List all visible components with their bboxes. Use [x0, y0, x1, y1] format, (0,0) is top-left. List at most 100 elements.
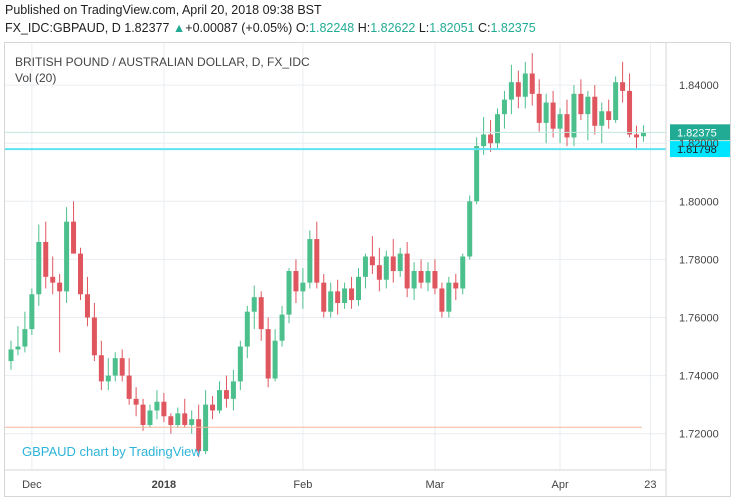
candle: [98, 340, 104, 391]
last-price: 1.82377: [124, 21, 170, 35]
close-value: 1.82375: [490, 21, 536, 35]
candle-body: [634, 134, 639, 138]
candle-body: [36, 241, 42, 295]
candle-body: [133, 398, 139, 405]
candle: [29, 288, 35, 335]
candle-body: [362, 256, 368, 277]
y-tick-label: 1.84000: [679, 80, 719, 92]
candle-body: [550, 102, 556, 129]
candle-body: [453, 282, 459, 289]
x-tick-label: Mar: [425, 479, 444, 491]
candle: [15, 326, 21, 356]
symbol-label: FX_IDC:GBPAUD, D: [5, 21, 121, 35]
candle-body: [606, 111, 612, 120]
candle: [189, 410, 195, 434]
candle: [383, 250, 389, 289]
candle: [418, 259, 424, 289]
chart-title: BRITISH POUND / AUSTRALIAN DOLLAR, D, FX…: [15, 55, 310, 69]
candle: [453, 273, 459, 301]
candle: [474, 137, 480, 205]
candle-body: [356, 276, 361, 301]
candle: [119, 349, 125, 382]
candle-body: [189, 419, 195, 425]
candle: [342, 282, 348, 309]
candle-body: [335, 291, 341, 303]
candle: [467, 195, 473, 260]
candle: [91, 302, 97, 362]
candle-body: [251, 297, 257, 312]
open-label: O:: [295, 21, 310, 35]
candle: [84, 276, 90, 327]
candle-body: [43, 241, 49, 277]
candle-body: [237, 346, 243, 382]
candle: [425, 262, 431, 292]
candle: [620, 61, 626, 103]
candle-body: [474, 146, 480, 202]
candle-body: [286, 271, 292, 315]
candle-body: [258, 297, 264, 330]
candle: [168, 413, 174, 434]
x-tick-label: Apr: [551, 479, 568, 491]
published-line: Published on TradingView.com, April 20, …: [5, 3, 322, 17]
candle-body: [425, 271, 431, 283]
watermark: GBPAUD chart by TradingView: [22, 444, 201, 459]
candle: [105, 358, 111, 391]
candle-body: [105, 375, 111, 382]
high-value: 1.82622: [370, 21, 416, 35]
candle-body: [84, 294, 90, 318]
candle: [50, 256, 56, 295]
candle: [349, 276, 355, 309]
low-label: L:: [418, 21, 430, 35]
candle-body: [418, 271, 424, 283]
candle: [508, 64, 514, 115]
candle-body: [439, 288, 445, 312]
candle: [369, 236, 375, 274]
candle-body: [501, 99, 507, 115]
candle: [550, 90, 556, 138]
candle: [265, 317, 271, 388]
y-tick-label: 1.74000: [679, 371, 719, 383]
candle: [356, 268, 361, 306]
candle-body: [571, 93, 577, 138]
candle-body: [203, 404, 209, 452]
candle: [522, 61, 528, 109]
candle: [543, 93, 549, 144]
x-tick-label: Feb: [293, 479, 312, 491]
candle-body: [29, 294, 35, 330]
candle: [140, 398, 146, 431]
candle: [154, 390, 160, 420]
candle: [307, 230, 313, 289]
candle-body: [22, 329, 28, 347]
overlays: 1.82375 1.81798: [5, 124, 730, 428]
candle-body: [57, 282, 63, 292]
candle: [460, 253, 466, 295]
candle-body: [481, 134, 487, 147]
candle-body: [78, 253, 83, 295]
candle: [230, 369, 236, 411]
candle: [71, 201, 77, 254]
candle: [244, 305, 250, 359]
candle-body: [349, 288, 355, 301]
candle: [495, 108, 500, 150]
candle-body: [522, 73, 528, 97]
candle: [578, 79, 584, 120]
candle-body: [592, 96, 598, 126]
candle-body: [71, 221, 77, 254]
candle-body: [307, 239, 313, 283]
candle: [133, 387, 139, 417]
candle: [182, 398, 188, 428]
candle-body: [383, 256, 389, 280]
candle: [439, 282, 445, 318]
candle-body: [175, 413, 181, 425]
candle: [43, 221, 49, 289]
horizontal-line-tag-label: 1.81798: [677, 144, 717, 156]
candle-body: [119, 358, 125, 376]
candle: [536, 79, 542, 132]
candle-body: [314, 239, 320, 283]
candle-body: [578, 93, 584, 115]
candle: [585, 90, 591, 141]
candle-body: [140, 404, 146, 425]
last-price-tag: [670, 124, 730, 141]
candle: [126, 358, 132, 405]
